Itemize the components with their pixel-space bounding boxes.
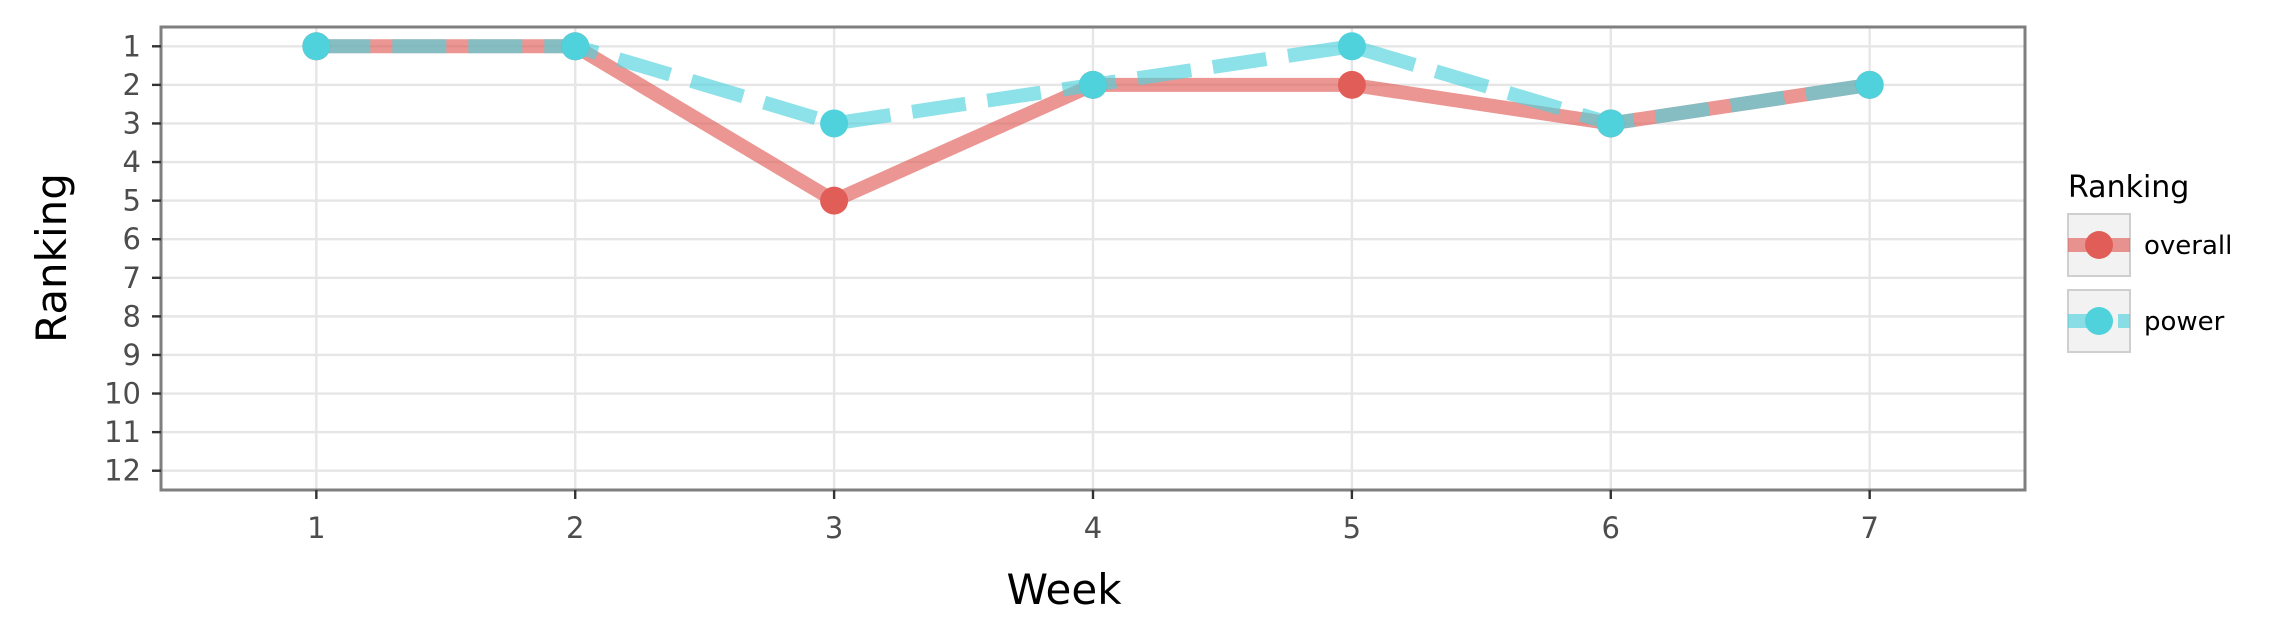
- y-tick-label: 6: [123, 222, 141, 256]
- y-tick-label: 2: [123, 68, 141, 102]
- y-tick-label: 4: [123, 145, 141, 179]
- legend-key-dot: [2085, 307, 2113, 335]
- legend-key-dot: [2085, 231, 2113, 259]
- grid-lines: [161, 27, 2025, 490]
- y-tick-label: 5: [123, 184, 141, 218]
- y-tick-label: 3: [123, 106, 141, 140]
- data-point-overall: [1337, 70, 1366, 99]
- x-tick-label: 3: [825, 511, 843, 545]
- legend-label: power: [2144, 307, 2225, 337]
- x-tick-label: 7: [1860, 511, 1878, 545]
- data-point-power: [302, 32, 331, 61]
- y-tick-label: 8: [123, 299, 141, 333]
- legend-title: Ranking: [2068, 170, 2189, 205]
- x-tick-label: 4: [1084, 511, 1102, 545]
- x-tick-label: 1: [307, 511, 325, 545]
- data-point-power: [1596, 109, 1625, 138]
- data-point-power: [561, 32, 590, 61]
- legend-label: overall: [2144, 231, 2232, 261]
- y-tick-label: 11: [104, 415, 141, 449]
- x-axis-title: Week: [1006, 565, 1122, 614]
- y-axis-title: Ranking: [27, 173, 76, 343]
- y-tick-label: 1: [123, 29, 141, 63]
- data-point-power: [1855, 70, 1884, 99]
- y-tick-label: 9: [123, 338, 141, 372]
- data-point-power: [820, 109, 849, 138]
- y-tick-label: 12: [104, 454, 141, 488]
- data-point-power: [1337, 32, 1366, 61]
- y-tick-label: 7: [123, 261, 141, 295]
- x-axis-ticks: 1 2 3 4 5 6 7: [307, 490, 1879, 545]
- legend: Ranking overall power: [2067, 170, 2232, 353]
- x-tick-label: 6: [1602, 511, 1620, 545]
- x-tick-label: 2: [566, 511, 584, 545]
- x-tick-label: 5: [1343, 511, 1361, 545]
- data-point-overall: [820, 186, 849, 215]
- y-tick-label: 10: [104, 377, 141, 411]
- series-layer: [302, 32, 1884, 215]
- data-point-power: [1079, 70, 1107, 99]
